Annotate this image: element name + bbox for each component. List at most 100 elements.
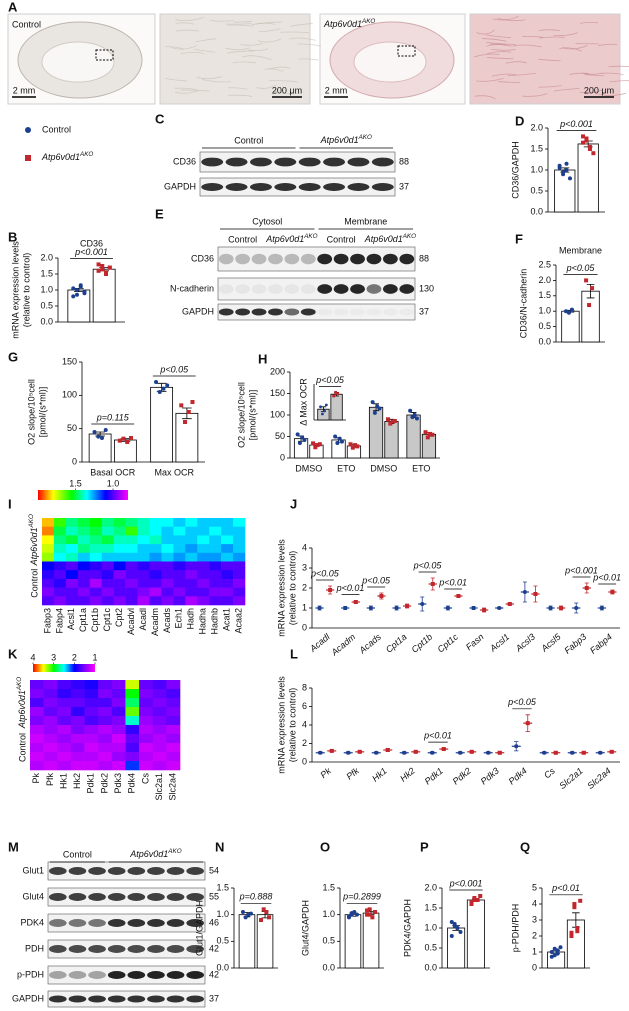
blot-band bbox=[107, 919, 126, 927]
heatmap-cell bbox=[152, 716, 167, 726]
heatmap-cell bbox=[139, 725, 154, 735]
genotype-sup: AKO bbox=[167, 848, 181, 855]
data-point bbox=[318, 750, 323, 755]
heatmap-cell bbox=[149, 570, 162, 580]
x-tick-label: DMSO bbox=[370, 463, 397, 473]
data-point bbox=[449, 934, 454, 938]
heatmap-cell bbox=[233, 587, 246, 597]
heatmap-cell bbox=[161, 535, 174, 545]
data-point bbox=[428, 431, 433, 436]
tissue-fiber bbox=[175, 29, 199, 32]
blot-band bbox=[186, 971, 205, 979]
heatmap-cell bbox=[197, 587, 210, 597]
y-tick-label: 1.0 bbox=[424, 922, 437, 932]
heatmap-cell bbox=[65, 518, 79, 527]
y-axis-label: p-PDH/PDH bbox=[510, 904, 520, 953]
heatmap-cell bbox=[152, 689, 167, 699]
blot-band bbox=[249, 183, 272, 191]
blot-band bbox=[48, 893, 67, 901]
tissue-fiber bbox=[569, 72, 589, 75]
data-point bbox=[497, 750, 502, 755]
data-point bbox=[321, 412, 324, 416]
y-tick-label: 1.5 bbox=[216, 882, 229, 892]
tissue-fiber bbox=[174, 87, 197, 91]
heatmap-cell bbox=[173, 587, 186, 597]
scale-bar-label: 2 mm bbox=[325, 85, 348, 95]
blot-band bbox=[88, 893, 106, 901]
blot-band bbox=[186, 893, 205, 901]
data-point bbox=[179, 403, 184, 408]
data-point bbox=[261, 907, 266, 912]
tissue-fiber bbox=[476, 29, 495, 35]
y-axis-label: Glut4/GAPDH bbox=[300, 900, 310, 956]
heatmap-cell bbox=[43, 734, 58, 744]
group-label: Control bbox=[228, 234, 257, 244]
data-point bbox=[243, 915, 248, 920]
heatmap-cell bbox=[101, 535, 114, 545]
tissue-fiber bbox=[562, 45, 588, 50]
heatmap-cell bbox=[161, 596, 174, 606]
data-point bbox=[552, 946, 557, 951]
data-point bbox=[561, 170, 566, 175]
histology bbox=[7, 13, 621, 105]
y-tick-label: 0.5 bbox=[530, 185, 543, 195]
column-label: Pdk1 bbox=[86, 773, 96, 794]
column-label: Slc2a4 bbox=[168, 773, 178, 801]
panel-letter: O bbox=[320, 839, 330, 854]
blot-band bbox=[48, 919, 67, 927]
y-tick-label: 1 bbox=[532, 946, 537, 956]
data-point bbox=[92, 430, 97, 434]
heatmap-cell bbox=[53, 526, 67, 536]
genotype-label: Atp6v0d1AKO bbox=[323, 18, 375, 29]
data-point bbox=[337, 436, 342, 441]
heatmap-cell bbox=[57, 698, 72, 708]
data-point bbox=[599, 606, 604, 610]
tissue-fiber bbox=[297, 43, 322, 47]
data-point bbox=[353, 600, 358, 604]
y-tick-label: 3 bbox=[302, 562, 307, 572]
heatmap-cell bbox=[57, 680, 72, 690]
blot-band bbox=[166, 995, 185, 1003]
blot-band bbox=[323, 157, 346, 167]
heatmap-cell bbox=[101, 552, 114, 562]
data-point bbox=[452, 924, 457, 928]
blot-band bbox=[333, 253, 349, 265]
tissue-fiber bbox=[269, 80, 298, 83]
band-label: GAPDH bbox=[164, 181, 196, 191]
y-axis-label: Glut1/GAPDH bbox=[194, 900, 204, 956]
tissue-fiber bbox=[257, 38, 282, 43]
heatmap-cell bbox=[30, 716, 44, 726]
data-point bbox=[578, 898, 583, 903]
heatmap-cell bbox=[125, 578, 138, 588]
heatmap-cell bbox=[84, 680, 99, 690]
heatmap-cell bbox=[197, 518, 210, 527]
blot-band bbox=[366, 253, 382, 265]
y-axis-label: (relative to control) bbox=[287, 688, 297, 763]
group-label: Control bbox=[63, 849, 92, 859]
heatmap-cell bbox=[173, 552, 186, 562]
heatmap-cell bbox=[233, 578, 246, 588]
tissue-fiber bbox=[579, 89, 604, 94]
blot-band bbox=[147, 893, 165, 901]
heatmap-cell bbox=[185, 544, 198, 554]
tissue-fiber bbox=[486, 51, 512, 55]
colorbar bbox=[33, 664, 95, 672]
heatmap-cell bbox=[77, 526, 91, 536]
data-point bbox=[581, 140, 586, 145]
heatmap-cell bbox=[42, 570, 55, 580]
p-value: p=0.888 bbox=[239, 892, 273, 902]
y-tick-label: 0 bbox=[72, 456, 77, 466]
tissue-fiber bbox=[512, 44, 542, 48]
x-tick-label: ETO bbox=[337, 463, 355, 473]
tissue-fiber bbox=[522, 93, 548, 97]
heatmap-cell bbox=[89, 578, 103, 588]
data-point bbox=[525, 721, 530, 726]
heatmap-cell bbox=[166, 734, 181, 744]
data-point bbox=[313, 445, 318, 450]
column-label: Fabp4 bbox=[54, 608, 64, 634]
heatmap-cell bbox=[113, 552, 126, 562]
data-point bbox=[311, 441, 316, 446]
heatmap-cell bbox=[233, 535, 246, 545]
bar bbox=[330, 393, 343, 421]
